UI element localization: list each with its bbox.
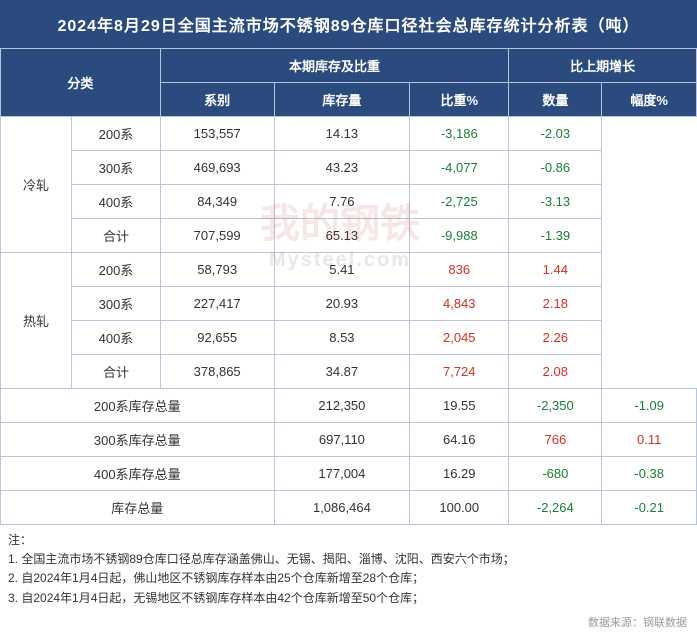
inventory-cell: 58,793 <box>160 253 274 287</box>
weight-cell: 5.41 <box>274 253 410 287</box>
pct-cell: -1.09 <box>602 389 697 423</box>
total-label: 库存总量 <box>1 491 275 525</box>
total-row: 300系库存总量697,11064.167660.11 <box>1 423 697 457</box>
weight-cell: 64.16 <box>410 423 509 457</box>
pct-cell: -3.13 <box>509 185 602 219</box>
weight-cell: 8.53 <box>274 321 410 355</box>
table-row: 合计378,86534.877,7242.08 <box>1 355 697 389</box>
inventory-cell: 707,599 <box>160 219 274 253</box>
qty-cell: 4,843 <box>410 287 509 321</box>
pct-cell: -0.38 <box>602 457 697 491</box>
table-row: 热轧200系58,7935.418361.44 <box>1 253 697 287</box>
series-cell: 合计 <box>72 355 161 389</box>
total-label: 400系库存总量 <box>1 457 275 491</box>
header-change-group: 比上期增长 <box>509 49 697 83</box>
pct-cell: -0.86 <box>509 151 602 185</box>
header-category: 分类 <box>1 49 161 117</box>
qty-cell: 766 <box>509 423 602 457</box>
notes-section: 注： 1. 全国主流市场不锈钢89仓库口径总库存涵盖佛山、无锡、揭阳、淄博、沈阳… <box>0 525 697 612</box>
header-pct: 幅度% <box>602 83 697 117</box>
series-cell: 合计 <box>72 219 161 253</box>
inventory-cell: 92,655 <box>160 321 274 355</box>
category-cell: 冷轧 <box>1 117 72 253</box>
qty-cell: -9,988 <box>410 219 509 253</box>
note-line: 2. 自2024年1月4日起，佛山地区不锈钢库存样本由25个仓库新增至28个仓库… <box>8 569 689 588</box>
pct-cell: -1.39 <box>509 219 602 253</box>
inventory-cell: 153,557 <box>160 117 274 151</box>
pct-cell: -2.03 <box>509 117 602 151</box>
weight-cell: 19.55 <box>410 389 509 423</box>
weight-cell: 7.76 <box>274 185 410 219</box>
notes-title: 注： <box>8 531 689 550</box>
inventory-cell: 1,086,464 <box>274 491 410 525</box>
inventory-cell: 378,865 <box>160 355 274 389</box>
qty-cell: -2,264 <box>509 491 602 525</box>
weight-cell: 14.13 <box>274 117 410 151</box>
weight-cell: 43.23 <box>274 151 410 185</box>
qty-cell: 7,724 <box>410 355 509 389</box>
table-row: 400系84,3497.76-2,725-3.13 <box>1 185 697 219</box>
data-source: 数据来源：钢联数据 <box>0 612 697 636</box>
pct-cell: 1.44 <box>509 253 602 287</box>
note-line: 3. 自2024年1月4日起，无锡地区不锈钢库存样本由42个仓库新增至50个仓库… <box>8 589 689 608</box>
pct-cell: 2.18 <box>509 287 602 321</box>
category-cell: 热轧 <box>1 253 72 389</box>
table-container: 2024年8月29日全国主流市场不锈钢89仓库口径社会总库存统计分析表（吨） 分… <box>0 0 697 636</box>
inventory-cell: 212,350 <box>274 389 410 423</box>
pct-cell: 2.08 <box>509 355 602 389</box>
note-line: 1. 全国主流市场不锈钢89仓库口径总库存涵盖佛山、无锡、揭阳、淄博、沈阳、西安… <box>8 550 689 569</box>
inventory-cell: 227,417 <box>160 287 274 321</box>
inventory-cell: 177,004 <box>274 457 410 491</box>
header-weight: 比重% <box>410 83 509 117</box>
header-series: 系别 <box>160 83 274 117</box>
table-row: 400系92,6558.532,0452.26 <box>1 321 697 355</box>
weight-cell: 16.29 <box>410 457 509 491</box>
series-cell: 200系 <box>72 253 161 287</box>
series-cell: 200系 <box>72 117 161 151</box>
pct-cell: 0.11 <box>602 423 697 457</box>
weight-cell: 20.93 <box>274 287 410 321</box>
weight-cell: 65.13 <box>274 219 410 253</box>
total-label: 200系库存总量 <box>1 389 275 423</box>
qty-cell: -680 <box>509 457 602 491</box>
pct-cell: 2.26 <box>509 321 602 355</box>
total-row: 库存总量1,086,464100.00-2,264-0.21 <box>1 491 697 525</box>
series-cell: 300系 <box>72 287 161 321</box>
qty-cell: 2,045 <box>410 321 509 355</box>
table-row: 冷轧200系153,55714.13-3,186-2.03 <box>1 117 697 151</box>
series-cell: 400系 <box>72 321 161 355</box>
inventory-cell: 84,349 <box>160 185 274 219</box>
inventory-table: 分类 本期库存及比重 比上期增长 系别 库存量 比重% 数量 幅度% 冷轧200… <box>0 48 697 525</box>
total-row: 400系库存总量177,00416.29-680-0.38 <box>1 457 697 491</box>
qty-cell: -2,350 <box>509 389 602 423</box>
weight-cell: 34.87 <box>274 355 410 389</box>
weight-cell: 100.00 <box>410 491 509 525</box>
header-inventory: 库存量 <box>274 83 410 117</box>
series-cell: 300系 <box>72 151 161 185</box>
series-cell: 400系 <box>72 185 161 219</box>
page-title: 2024年8月29日全国主流市场不锈钢89仓库口径社会总库存统计分析表（吨） <box>0 0 697 48</box>
header-current-group: 本期库存及比重 <box>160 49 508 83</box>
table-row: 300系469,69343.23-4,077-0.86 <box>1 151 697 185</box>
inventory-cell: 697,110 <box>274 423 410 457</box>
inventory-cell: 469,693 <box>160 151 274 185</box>
table-row: 300系227,41720.934,8432.18 <box>1 287 697 321</box>
qty-cell: -2,725 <box>410 185 509 219</box>
qty-cell: -3,186 <box>410 117 509 151</box>
total-label: 300系库存总量 <box>1 423 275 457</box>
pct-cell: -0.21 <box>602 491 697 525</box>
total-row: 200系库存总量212,35019.55-2,350-1.09 <box>1 389 697 423</box>
qty-cell: -4,077 <box>410 151 509 185</box>
header-qty: 数量 <box>509 83 602 117</box>
qty-cell: 836 <box>410 253 509 287</box>
table-row: 合计707,59965.13-9,988-1.39 <box>1 219 697 253</box>
